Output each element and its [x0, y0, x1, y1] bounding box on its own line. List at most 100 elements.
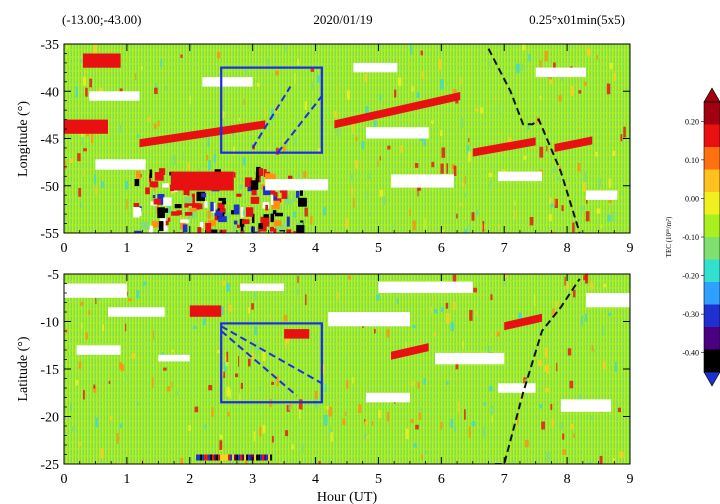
top-disturbance-cell	[272, 210, 277, 215]
top-texture-speck	[416, 167, 418, 179]
bottom-texture-speck	[95, 297, 97, 304]
top-texture-speck	[578, 90, 582, 94]
bottom-texture-speck	[100, 448, 104, 459]
bottom-texture-speck	[440, 421, 443, 430]
top-texture-speck	[527, 126, 529, 130]
bottom-black-dashed-line	[494, 278, 581, 464]
top-texture-speck	[464, 193, 466, 198]
top-disturbance-cell	[252, 231, 261, 233]
top-texture-speck	[528, 53, 531, 62]
bottom-texture-speck	[262, 424, 266, 434]
top-disturbance-cell	[154, 172, 164, 181]
bottom-texture-speck	[253, 290, 257, 301]
top-texture-speck	[379, 94, 382, 101]
bottom-texture-speck	[226, 386, 230, 397]
top-data-gap	[497, 171, 542, 182]
top-x-tick-label: 4	[312, 241, 319, 256]
top-texture-speck	[548, 213, 552, 222]
top-y-tick-label: -45	[40, 133, 59, 148]
bottom-texture-speck	[619, 451, 624, 459]
bottom-texture-speck	[371, 421, 374, 426]
top-texture-speck	[498, 104, 501, 115]
top-x-tick-label: 7	[501, 241, 508, 256]
top-disturbance-cell	[238, 184, 243, 190]
bottom-texture-speck	[289, 403, 292, 410]
bottom-dark-strip-cell	[240, 454, 243, 461]
bottom-dark-strip-cell	[224, 454, 227, 461]
bottom-y-axis: -5 -10 -15 -20 -25	[40, 268, 630, 473]
bottom-x-tick-label: 0	[61, 472, 68, 487]
top-texture-speck	[442, 229, 444, 233]
top-texture-speck	[336, 127, 340, 137]
top-disturbance-cell	[255, 171, 260, 182]
bottom-y-tick-label: -10	[40, 316, 59, 331]
top-texture-speck	[467, 151, 471, 162]
top-disturbance-cell	[171, 211, 180, 216]
bottom-texture-speck	[599, 455, 603, 464]
top-data-gap	[202, 77, 253, 87]
bottom-dark-strip-cell	[202, 454, 205, 461]
top-texture-speck	[80, 59, 83, 63]
top-disturbance-cell	[242, 219, 250, 225]
top-texture-speck	[502, 169, 506, 173]
top-texture-speck	[523, 155, 527, 160]
top-texture-speck	[81, 137, 84, 144]
bottom-texture-speck	[255, 343, 260, 354]
top-data-gap	[353, 62, 398, 73]
top-y-axis-label: Longitude (°)	[16, 101, 31, 177]
bottom-texture-speck	[433, 309, 438, 314]
top-disturbance-cell	[263, 169, 267, 174]
bottom-texture-speck	[469, 310, 473, 321]
bottom-texture-speck	[446, 381, 449, 385]
bottom-dark-strip-cell	[266, 454, 269, 461]
bottom-texture-speck	[546, 364, 549, 374]
top-texture-speck	[365, 106, 369, 116]
bottom-y-tick-label: -20	[40, 411, 59, 426]
top-texture-speck	[431, 161, 435, 168]
bottom-texture-speck	[471, 421, 475, 427]
top-texture-speck	[411, 86, 414, 92]
top-disturbance-cell	[276, 224, 286, 231]
top-texture-speck	[446, 82, 448, 86]
top-disturbance-cell	[149, 169, 153, 178]
top-disturbance-cell	[198, 203, 203, 210]
top-data-gap	[95, 159, 146, 170]
top-disturbance-cell	[265, 204, 269, 211]
top-x-tick-label: 3	[249, 241, 256, 256]
bottom-texture-speck	[490, 294, 493, 301]
bottom-x-tick-label: 1	[123, 472, 130, 487]
bottom-panel: -5 -10 -15 -20 -25 0 1 2 3 4 5 6 7 8 9 Latitude (°) H…	[16, 268, 634, 504]
top-disturbance-cell	[152, 182, 158, 188]
top-texture-speck	[294, 73, 296, 84]
bottom-texture-speck	[171, 382, 173, 388]
top-black-dashed-line	[487, 48, 581, 233]
top-disturbance-cell	[303, 232, 307, 233]
top-x-tick-label: 6	[438, 241, 445, 256]
top-texture-speck	[453, 165, 457, 176]
top-disturbance-cell	[162, 183, 169, 188]
top-texture-speck	[280, 84, 283, 91]
top-texture-speck	[561, 205, 564, 212]
top-texture-speck	[189, 95, 191, 105]
top-disturbance-cell	[135, 171, 141, 180]
bottom-texture-speck	[251, 303, 254, 310]
bottom-texture-speck	[491, 415, 493, 423]
top-disturbance-cell	[296, 225, 305, 233]
bottom-texture-speck	[288, 405, 291, 411]
top-texture-speck	[93, 44, 97, 55]
top-texture-speck	[554, 198, 558, 208]
bottom-x-tick-label: 6	[438, 472, 445, 487]
bottom-dark-strip-cell	[270, 454, 273, 461]
top-disturbance-cell	[273, 220, 282, 227]
bottom-texture-speck	[145, 287, 147, 295]
top-disturbance-cell	[236, 193, 242, 197]
top-texture-speck	[207, 137, 210, 147]
top-disturbance-cell	[197, 227, 202, 233]
bottom-dark-strip-cell	[258, 454, 261, 461]
top-disturbance-cell	[167, 217, 171, 222]
top-texture-speck	[367, 173, 371, 180]
top-disturbance-cell	[250, 196, 260, 204]
bottom-texture-speck	[544, 347, 548, 358]
top-disturbance-cell	[174, 204, 182, 209]
bottom-dark-strip-cell	[216, 454, 219, 461]
